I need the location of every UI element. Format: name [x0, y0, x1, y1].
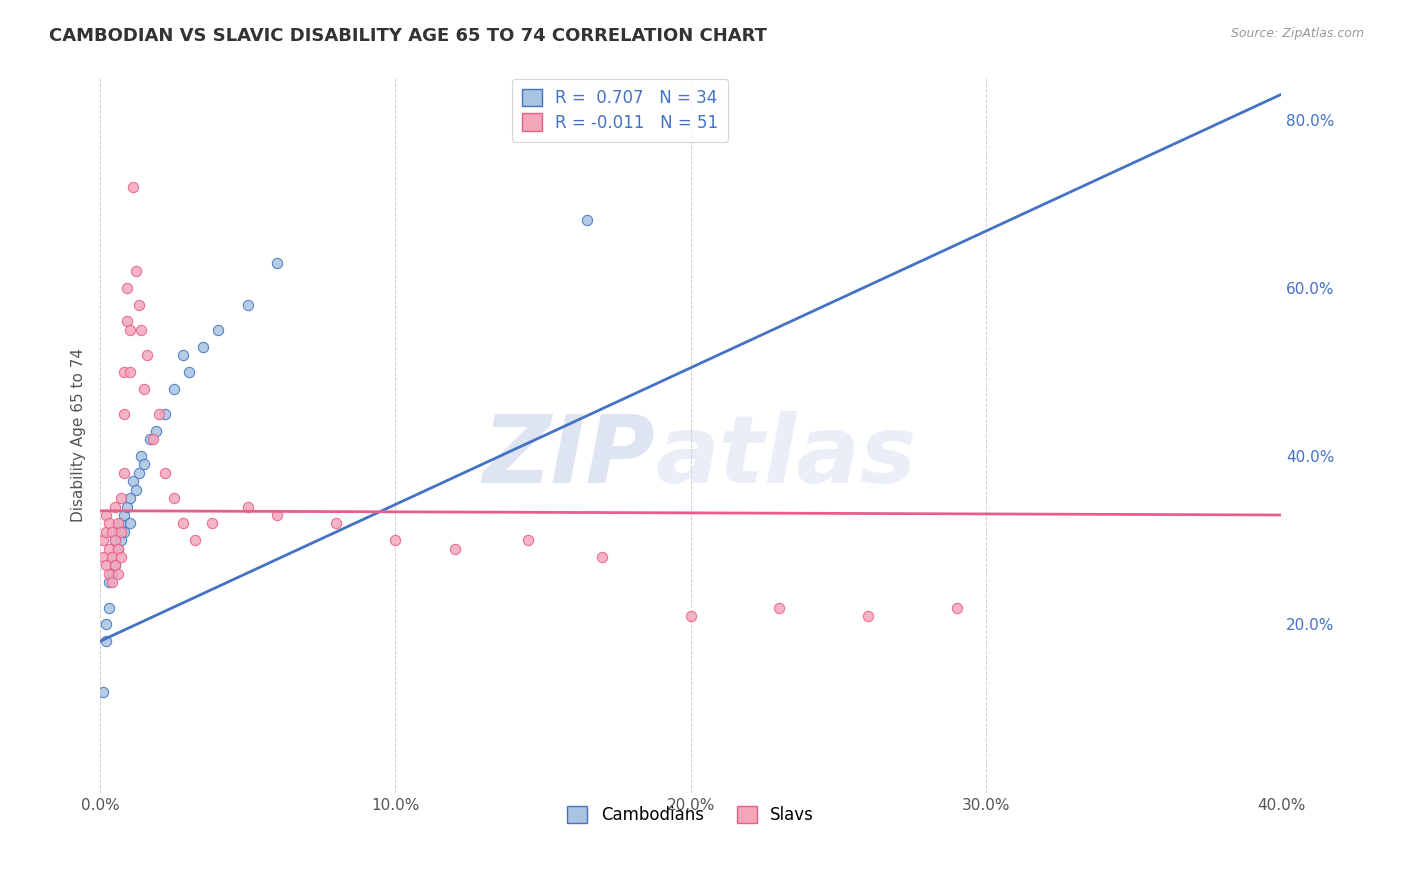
Point	[266, 508, 288, 522]
Point	[94, 508, 117, 522]
Point	[153, 466, 176, 480]
Point	[104, 533, 127, 548]
Legend: Cambodians, Slavs: Cambodians, Slavs	[557, 797, 824, 834]
Point	[128, 466, 150, 480]
Point	[104, 558, 127, 573]
Point	[91, 550, 114, 565]
Point	[148, 407, 170, 421]
Point	[201, 516, 224, 531]
Point	[183, 533, 205, 548]
Point	[112, 524, 135, 539]
Point	[576, 213, 599, 227]
Point	[91, 684, 114, 698]
Point	[121, 179, 143, 194]
Point	[945, 600, 967, 615]
Point	[115, 500, 138, 514]
Point	[107, 524, 129, 539]
Text: Source: ZipAtlas.com: Source: ZipAtlas.com	[1230, 27, 1364, 40]
Point	[124, 264, 146, 278]
Point	[134, 382, 156, 396]
Point	[112, 407, 135, 421]
Point	[856, 609, 879, 624]
Point	[110, 524, 132, 539]
Point	[98, 566, 121, 581]
Point	[112, 508, 135, 522]
Point	[104, 500, 127, 514]
Y-axis label: Disability Age 65 to 74: Disability Age 65 to 74	[72, 348, 86, 522]
Point	[193, 340, 215, 354]
Point	[104, 558, 127, 573]
Point	[110, 516, 132, 531]
Point	[98, 516, 121, 531]
Point	[110, 533, 132, 548]
Point	[172, 348, 194, 362]
Point	[101, 550, 124, 565]
Point	[177, 365, 200, 379]
Point	[118, 365, 141, 379]
Point	[139, 432, 162, 446]
Point	[163, 382, 186, 396]
Point	[94, 524, 117, 539]
Point	[134, 458, 156, 472]
Point	[163, 491, 186, 505]
Point	[517, 533, 540, 548]
Point	[118, 491, 141, 505]
Point	[124, 483, 146, 497]
Point	[384, 533, 406, 548]
Point	[153, 407, 176, 421]
Text: CAMBODIAN VS SLAVIC DISABILITY AGE 65 TO 74 CORRELATION CHART: CAMBODIAN VS SLAVIC DISABILITY AGE 65 TO…	[49, 27, 768, 45]
Point	[107, 566, 129, 581]
Point	[94, 634, 117, 648]
Point	[679, 609, 702, 624]
Point	[101, 524, 124, 539]
Point	[128, 298, 150, 312]
Point	[236, 500, 259, 514]
Point	[172, 516, 194, 531]
Point	[118, 516, 141, 531]
Point	[115, 314, 138, 328]
Point	[107, 541, 129, 556]
Point	[325, 516, 347, 531]
Point	[104, 533, 127, 548]
Point	[136, 348, 159, 362]
Point	[112, 466, 135, 480]
Point	[107, 541, 129, 556]
Point	[131, 449, 153, 463]
Point	[91, 533, 114, 548]
Point	[107, 516, 129, 531]
Point	[207, 323, 229, 337]
Point	[101, 575, 124, 590]
Point	[110, 491, 132, 505]
Point	[142, 432, 165, 446]
Point	[115, 281, 138, 295]
Point	[98, 575, 121, 590]
Text: atlas: atlas	[655, 410, 917, 502]
Point	[98, 541, 121, 556]
Point	[112, 365, 135, 379]
Point	[94, 558, 117, 573]
Point	[266, 255, 288, 269]
Point	[94, 617, 117, 632]
Text: ZIP: ZIP	[482, 410, 655, 502]
Point	[145, 424, 167, 438]
Point	[768, 600, 790, 615]
Point	[101, 550, 124, 565]
Point	[110, 550, 132, 565]
Point	[443, 541, 465, 556]
Point	[98, 600, 121, 615]
Point	[101, 566, 124, 581]
Point	[131, 323, 153, 337]
Point	[236, 298, 259, 312]
Point	[591, 550, 613, 565]
Point	[121, 475, 143, 489]
Point	[118, 323, 141, 337]
